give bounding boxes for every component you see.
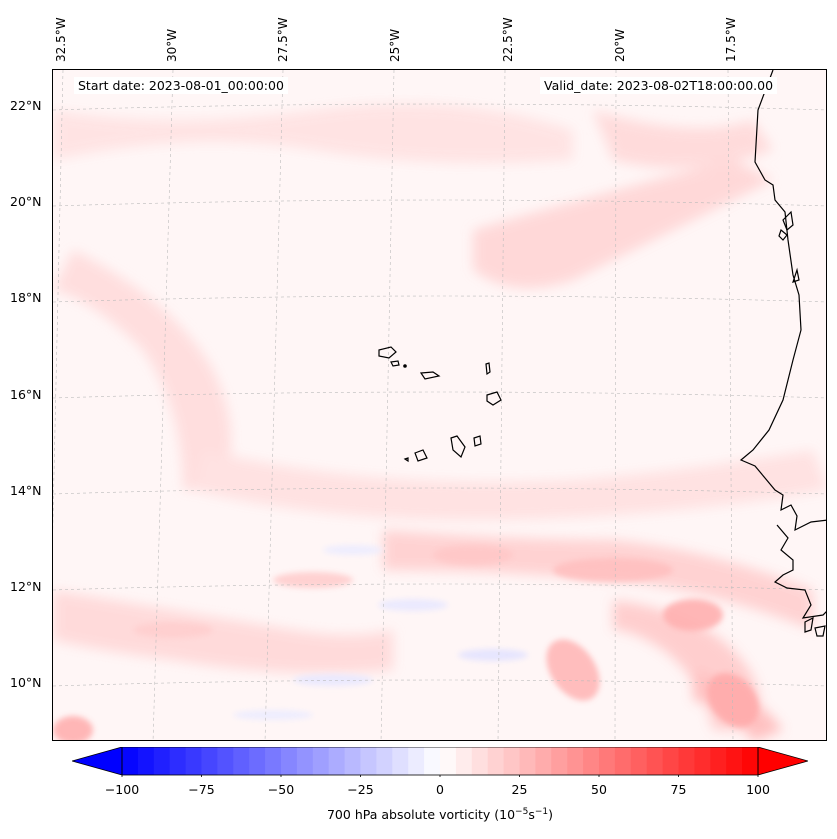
latitude-label: 16°N [10, 387, 42, 402]
colorbar-cell [312, 747, 330, 775]
colorbar-cell [455, 747, 473, 775]
colorbar-cell [265, 747, 282, 775]
latitude-label: 18°N [10, 290, 42, 305]
colorbar-cell [296, 747, 314, 775]
africa-coastline [739, 70, 826, 637]
colorbar-cell [503, 747, 521, 775]
colorbar-cell [185, 747, 203, 775]
colorbar-cell [471, 747, 489, 775]
colorbar-max-arrow [757, 747, 808, 776]
colorbar-cell [153, 747, 171, 775]
colorbar-tick-label: 25 [511, 782, 528, 797]
colorbar-cell [281, 747, 298, 775]
colorbar-cell [137, 747, 155, 775]
colorbar-cell [519, 747, 536, 775]
longitude-label: 30°W [165, 28, 179, 62]
map-panel [52, 69, 827, 741]
colorbar [72, 747, 808, 777]
colorbar-cell [360, 747, 377, 775]
colorbar-cell [440, 747, 457, 775]
colorbar-tick-label: −100 [104, 782, 140, 797]
start-date-label: Start date: 2023-08-01_00:00:00 [74, 77, 288, 94]
colorbar-cell [535, 747, 552, 775]
colorbar-cell [662, 747, 680, 775]
colorbar-cell [742, 747, 759, 775]
colorbar-cell [646, 747, 664, 775]
colorbar-cell [487, 747, 505, 775]
colorbar-cells [122, 747, 759, 775]
vorticity-field [53, 103, 826, 740]
colorbar-cell [551, 747, 568, 775]
colorbar-cell [630, 747, 648, 775]
vorticity-map [53, 70, 826, 740]
colorbar-cell [583, 747, 600, 775]
colorbar-cell [201, 747, 218, 775]
latitude-label: 20°N [10, 194, 42, 209]
colorbar-tick-label: −50 [267, 782, 295, 797]
colorbar-cell [678, 747, 695, 775]
colorbar-cell [710, 747, 727, 775]
valid-date-label: Valid_date: 2023-08-02T18:00:00.00 [540, 77, 778, 94]
latitude-label: 22°N [10, 98, 42, 113]
gridlines [53, 70, 826, 740]
colorbar-cell [249, 747, 266, 775]
latitude-label: 12°N [10, 579, 42, 594]
colorbar-tick-label: 50 [591, 782, 607, 797]
colorbar-cell [408, 747, 425, 775]
cape-verde-islands [378, 346, 502, 463]
colorbar-cell [424, 747, 441, 775]
colorbar-cell [217, 747, 234, 775]
colorbar-tick-label: 100 [746, 782, 770, 797]
longitude-label: 17.5°W [724, 17, 738, 62]
colorbar-cell [694, 747, 711, 775]
colorbar-cell [328, 747, 346, 775]
longitude-label: 27.5°W [276, 17, 290, 62]
longitude-label: 22.5°W [501, 17, 515, 62]
latitude-label: 14°N [10, 483, 42, 498]
colorbar-cell [614, 747, 632, 775]
latitude-label: 10°N [10, 675, 42, 690]
colorbar-cell [392, 747, 409, 775]
colorbar-tick-label: −25 [347, 782, 374, 797]
longitude-label: 32.5°W [54, 17, 68, 62]
colorbar-tick-label: 0 [436, 782, 444, 797]
longitude-label: 20°W [613, 28, 627, 62]
colorbar-cell [567, 747, 584, 775]
colorbar-cell [726, 747, 743, 775]
colorbar-tick-label: −75 [188, 782, 215, 797]
colorbar-cell [376, 747, 393, 775]
colorbar-tick-label: 75 [670, 782, 687, 797]
colorbar-label: 700 hPa absolute vorticity (10−5s−1) [326, 807, 553, 823]
colorbar-ticks [121, 775, 759, 777]
longitude-label: 25°W [388, 28, 402, 62]
colorbar-cell [344, 747, 362, 775]
colorbar-min-arrow [72, 747, 123, 776]
colorbar-cell [599, 747, 616, 775]
colorbar-cell [233, 747, 250, 775]
colorbar-cell [169, 747, 187, 775]
colorbar-cell [122, 747, 139, 775]
